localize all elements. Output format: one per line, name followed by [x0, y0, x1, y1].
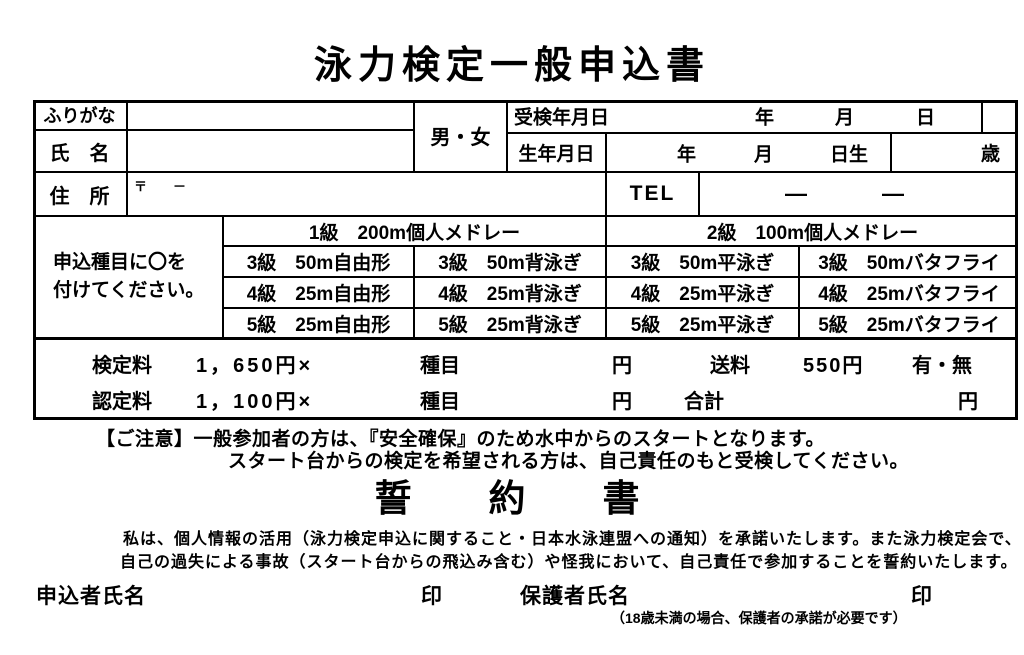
applicant-seal-mark: 印	[421, 585, 442, 608]
grid-line	[224, 307, 1018, 309]
exam-fee-label: 検定料	[92, 355, 152, 377]
furigana-field[interactable]	[128, 100, 413, 129]
exam-date-row[interactable]: 受検年月日 年 月 日	[508, 100, 981, 132]
event-option-4-free[interactable]: 4級 25m自由形	[246, 284, 391, 305]
form-table-border	[33, 100, 1018, 420]
grid-line	[33, 129, 414, 131]
address-field[interactable]: 〒 －	[128, 173, 605, 215]
birth-date-field[interactable]: 年 月 日生	[607, 134, 890, 171]
exam-day-label: 日	[916, 107, 936, 129]
guardian-consent-note: （18歳未満の場合、保護者の承諾が必要です）	[611, 610, 907, 626]
postal-mark: 〒 －	[134, 179, 187, 194]
shipping-price: 550円	[803, 355, 865, 377]
cert-fee-label: 認定料	[92, 391, 152, 413]
events-instruction-line-1: 申込種目に〇を	[53, 252, 187, 274]
pledge-line-1: 私は、個人情報の活用（泳力検定申込に関すること・日本水泳連盟への通知）を承諾いた…	[123, 531, 1022, 548]
tel-label: TEL	[629, 182, 676, 205]
grid-line	[798, 245, 800, 340]
pledge-line-2: 自己の過失による事故（スタート台からの飛込み含む）や怪我において、自己責任で参加…	[120, 554, 1018, 571]
tel-field[interactable]: ― ―	[700, 173, 1018, 215]
total-yen-label: 円	[958, 391, 978, 413]
grid-line	[224, 276, 1018, 278]
event-option-5-back[interactable]: 5級 25m背泳ぎ	[438, 314, 582, 336]
grid-line	[890, 132, 892, 173]
name-label: 氏 名	[49, 142, 110, 165]
corner-blank-cell	[983, 100, 1018, 132]
exam-month-label: 月	[835, 107, 855, 129]
grid-line	[33, 171, 1018, 173]
events-instruction: 申込種目に〇を 付けてください。	[33, 217, 222, 337]
grid-line	[222, 215, 224, 340]
event-option-5-breast[interactable]: 5級 25m平泳ぎ	[630, 314, 775, 336]
event-option-4-breast[interactable]: 4級 25m平泳ぎ	[630, 284, 775, 305]
grid-line	[413, 245, 415, 340]
grid-line	[508, 132, 1018, 134]
age-suffix-label: 歳	[980, 144, 1000, 165]
grid-line	[126, 100, 128, 217]
event-option-3-breast[interactable]: 3級 50m平泳ぎ	[630, 253, 775, 274]
guardian-name-label: 保護者氏名	[520, 585, 630, 608]
tel-dash-2: ―	[882, 181, 904, 206]
event-option-3-free[interactable]: 3級 50m自由形	[246, 253, 391, 274]
event-option-3-fly[interactable]: 3級 50mバタフライ	[818, 253, 1000, 274]
exam-fee-yen-label: 円	[612, 355, 632, 377]
cert-fee-yen-label: 円	[612, 391, 632, 413]
notice-line-2: スタート台からの検定を希望される方は、自己責任のもと受検してください。	[228, 451, 909, 472]
grid-line	[981, 100, 983, 134]
exam-date-label: 受検年月日	[514, 107, 610, 129]
grid-line	[506, 100, 508, 173]
form-title: 泳力検定一般申込書	[313, 45, 710, 87]
age-cell[interactable]: 歳	[892, 134, 1018, 171]
cert-fee-rate: 1，100円×	[196, 391, 314, 413]
notice-line-1: 【ご注意】一般参加者の方は、『安全確保』のため水中からのスタートとなります。	[96, 429, 826, 450]
event-option-grade1[interactable]: 1級 200m個人メドレー	[308, 222, 521, 244]
birth-month-label: 月	[754, 144, 774, 165]
event-option-5-fly[interactable]: 5級 25mバタフライ	[818, 314, 1000, 336]
grid-line	[698, 171, 700, 217]
birth-year-label: 年	[677, 144, 697, 165]
total-label: 合計	[684, 391, 724, 413]
exam-fee-rate: 1，650円×	[196, 355, 314, 377]
event-option-4-fly[interactable]: 4級 25mバタフライ	[818, 284, 1000, 305]
shipping-label: 送料	[710, 355, 750, 377]
gender-options[interactable]: 男・女	[430, 127, 491, 149]
tel-dash-1: ―	[785, 181, 807, 206]
events-instruction-line-2: 付けてください。	[53, 280, 205, 301]
event-option-4-back[interactable]: 4級 25m背泳ぎ	[438, 284, 582, 305]
birth-date-label: 生年月日	[518, 144, 595, 165]
address-label: 住 所	[49, 185, 110, 208]
event-option-5-free[interactable]: 5級 25m自由形	[246, 314, 391, 336]
guardian-seal-mark: 印	[911, 585, 932, 608]
grid-line	[224, 245, 1018, 247]
exam-year-label: 年	[755, 107, 775, 129]
grid-line	[33, 215, 1018, 217]
exam-fee-events-suffix: 種目	[420, 355, 460, 377]
cert-fee-events-suffix: 種目	[420, 391, 460, 413]
grid-line	[33, 337, 1018, 340]
shipping-choice[interactable]: 有・無	[912, 355, 972, 377]
furigana-label: ふりがな	[43, 105, 116, 126]
name-field[interactable]	[128, 131, 413, 171]
pledge-title: 誓 約 書	[374, 478, 660, 519]
birth-day-label: 日生	[830, 144, 869, 165]
applicant-name-label: 申込者氏名	[36, 585, 146, 608]
event-option-3-back[interactable]: 3級 50m背泳ぎ	[438, 253, 582, 274]
grid-line	[605, 132, 607, 340]
grid-line	[413, 100, 415, 173]
event-option-grade2[interactable]: 2級 100m個人メドレー	[706, 222, 919, 244]
